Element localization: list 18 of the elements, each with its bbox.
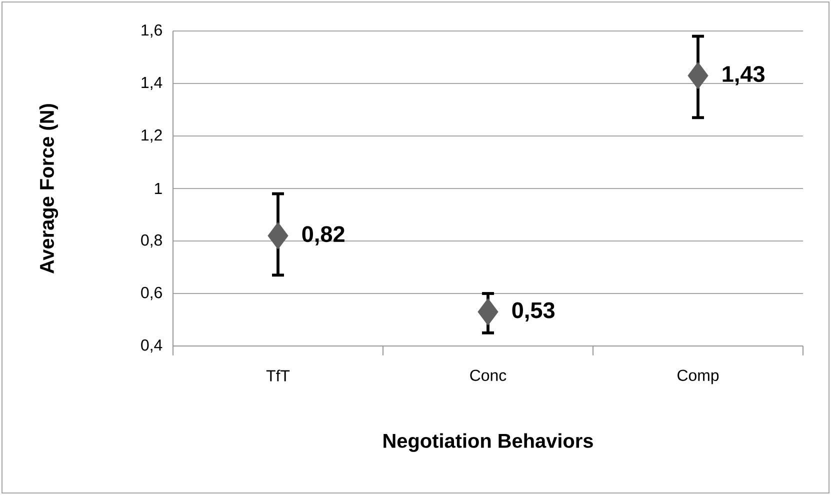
y-tick-label: 0,8 <box>141 234 162 248</box>
y-axis-title: Average Force (N) <box>39 104 58 274</box>
point <box>478 298 498 326</box>
y-tick-label: 1,6 <box>142 24 162 38</box>
x-tick-label: Conc <box>470 370 506 381</box>
data-label: 0,82 <box>302 226 344 246</box>
data-label: 0,53 <box>512 302 554 322</box>
y-tick-label: 1,2 <box>142 129 162 143</box>
y-tick-label: 1,4 <box>142 77 162 90</box>
data-label: 1,43 <box>722 66 765 86</box>
y-tick-label: 0,6 <box>141 286 162 300</box>
y-tick-label: 0,4 <box>141 339 162 353</box>
x-axis-title: Negotiation Behaviors <box>384 433 593 452</box>
x-tick-label: Comp <box>678 370 719 384</box>
point <box>268 222 288 250</box>
y-tick-label: 1 <box>154 183 162 194</box>
point <box>688 62 708 90</box>
x-tick-label: TfT <box>266 370 290 382</box>
